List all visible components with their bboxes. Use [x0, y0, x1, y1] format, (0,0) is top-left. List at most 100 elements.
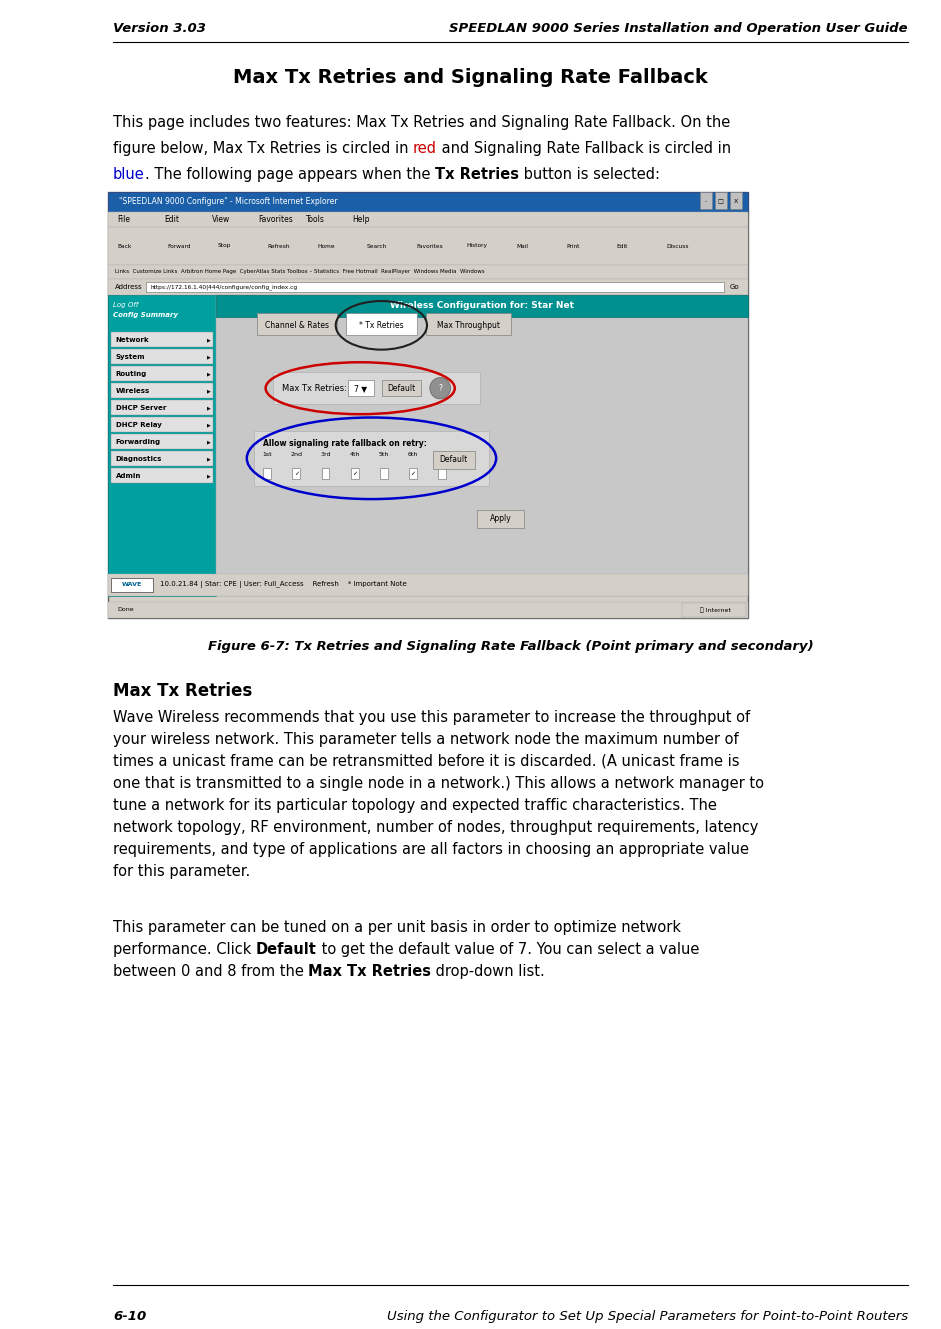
- Text: Favorites: Favorites: [417, 243, 443, 249]
- Text: Default: Default: [388, 384, 416, 393]
- FancyBboxPatch shape: [273, 372, 480, 404]
- Text: Refresh: Refresh: [267, 243, 290, 249]
- Text: WAVE: WAVE: [122, 582, 142, 587]
- Text: figure below, Max Tx Retries is circled in: figure below, Max Tx Retries is circled …: [113, 141, 413, 155]
- Text: Home: Home: [317, 243, 335, 249]
- Text: 7 ▼: 7 ▼: [354, 384, 367, 393]
- FancyBboxPatch shape: [409, 468, 417, 478]
- FancyBboxPatch shape: [146, 282, 725, 292]
- Text: blue: blue: [113, 167, 145, 182]
- Text: ▶: ▶: [207, 439, 211, 444]
- Text: ?: ?: [439, 384, 442, 393]
- Text: DHCP Relay: DHCP Relay: [116, 421, 162, 428]
- FancyBboxPatch shape: [111, 332, 214, 347]
- Text: Diagnostics: Diagnostics: [116, 456, 162, 461]
- Text: 10.0.21.84 | Star: CPE | User: Full_Access    Refresh    * Important Note: 10.0.21.84 | Star: CPE | User: Full_Acce…: [160, 582, 407, 589]
- Text: Search: Search: [367, 243, 387, 249]
- FancyBboxPatch shape: [700, 193, 712, 210]
- Text: Routing: Routing: [116, 371, 147, 376]
- FancyBboxPatch shape: [715, 193, 727, 210]
- FancyBboxPatch shape: [382, 380, 422, 396]
- Text: https://172.16.1.40|444/configure/config_index.cg: https://172.16.1.40|444/configure/config…: [151, 284, 297, 290]
- Text: for this parameter.: for this parameter.: [113, 864, 250, 878]
- Text: Back: Back: [118, 243, 132, 249]
- FancyBboxPatch shape: [108, 227, 748, 264]
- Text: Max Tx Retries and Signaling Rate Fallback: Max Tx Retries and Signaling Rate Fallba…: [232, 68, 708, 86]
- Text: Wireless Configuration for: Star Net: Wireless Configuration for: Star Net: [391, 302, 574, 311]
- FancyBboxPatch shape: [682, 603, 746, 617]
- Text: Default: Default: [439, 456, 468, 464]
- Text: and Signaling Rate Fallback is circled in: and Signaling Rate Fallback is circled i…: [437, 141, 731, 155]
- Text: System: System: [116, 354, 145, 360]
- Text: ▶: ▶: [207, 355, 211, 359]
- Text: Links  Customize Links  Arbitron Home Page  CyberAtlas Stats Toolbox – Statistic: Links Customize Links Arbitron Home Page…: [115, 270, 485, 275]
- Text: This parameter can be tuned on a per unit basis in order to optimize network: This parameter can be tuned on a per uni…: [113, 920, 681, 936]
- Text: 🌐 Internet: 🌐 Internet: [699, 607, 730, 613]
- Text: Apply: Apply: [490, 514, 512, 524]
- FancyBboxPatch shape: [108, 213, 748, 227]
- Text: This page includes two features: Max Tx Retries and Signaling Rate Fallback. On : This page includes two features: Max Tx …: [113, 116, 730, 130]
- Text: X: X: [734, 199, 738, 203]
- Text: Log Off: Log Off: [113, 302, 138, 307]
- Text: Stop: Stop: [217, 243, 231, 249]
- Text: ▶: ▶: [207, 388, 211, 393]
- Text: Max Tx Retries:: Max Tx Retries:: [282, 384, 347, 393]
- Text: * Tx Retries: * Tx Retries: [359, 320, 404, 330]
- FancyBboxPatch shape: [216, 295, 748, 595]
- Text: File: File: [118, 215, 131, 225]
- Text: Tools: Tools: [306, 215, 325, 225]
- Ellipse shape: [430, 377, 451, 399]
- Text: Address: Address: [115, 284, 142, 290]
- Text: ✓: ✓: [410, 470, 416, 476]
- Text: Favorites: Favorites: [259, 215, 294, 225]
- Text: -: -: [705, 199, 707, 203]
- Text: Allow signaling rate fallback on retry:: Allow signaling rate fallback on retry:: [263, 439, 427, 448]
- FancyBboxPatch shape: [111, 400, 214, 415]
- Text: Config Summary: Config Summary: [113, 312, 178, 318]
- Text: Edit: Edit: [616, 243, 628, 249]
- FancyBboxPatch shape: [730, 193, 742, 210]
- Text: button is selected:: button is selected:: [518, 167, 660, 182]
- Text: network topology, RF environment, number of nodes, throughput requirements, late: network topology, RF environment, number…: [113, 820, 758, 835]
- Text: Discuss: Discuss: [666, 243, 689, 249]
- Text: Forwarding: Forwarding: [116, 439, 161, 445]
- FancyBboxPatch shape: [346, 314, 417, 335]
- Text: drop-down list.: drop-down list.: [431, 964, 545, 979]
- Text: tune a network for its particular topology and expected traffic characteristics.: tune a network for its particular topolo…: [113, 797, 717, 813]
- FancyBboxPatch shape: [108, 295, 216, 595]
- FancyBboxPatch shape: [263, 468, 271, 478]
- FancyBboxPatch shape: [111, 578, 153, 591]
- Text: Version 3.03: Version 3.03: [113, 23, 206, 35]
- FancyBboxPatch shape: [108, 279, 748, 295]
- Text: times a unicast frame can be retransmitted before it is discarded. (A unicast fr: times a unicast frame can be retransmitt…: [113, 754, 740, 769]
- FancyBboxPatch shape: [108, 191, 748, 213]
- Text: 6th: 6th: [407, 452, 418, 457]
- FancyBboxPatch shape: [254, 431, 489, 486]
- Text: Max Tx Retries: Max Tx Retries: [113, 682, 252, 700]
- FancyBboxPatch shape: [111, 350, 214, 364]
- FancyBboxPatch shape: [111, 383, 214, 399]
- Text: Edit: Edit: [165, 215, 180, 225]
- Text: requirements, and type of applications are all factors in choosing an appropriat: requirements, and type of applications a…: [113, 843, 749, 857]
- FancyBboxPatch shape: [111, 452, 214, 466]
- Text: View: View: [212, 215, 230, 225]
- FancyBboxPatch shape: [439, 468, 446, 478]
- Text: ▶: ▶: [207, 423, 211, 427]
- Text: Max Tx Retries: Max Tx Retries: [309, 964, 431, 979]
- Text: History: History: [467, 243, 487, 249]
- Text: ▶: ▶: [207, 456, 211, 461]
- Text: 4th: 4th: [349, 452, 359, 457]
- Text: Wave Wireless recommends that you use this parameter to increase the throughput : Wave Wireless recommends that you use th…: [113, 710, 750, 726]
- Text: 1st: 1st: [263, 452, 272, 457]
- Text: 5th: 5th: [378, 452, 389, 457]
- Text: Print: Print: [566, 243, 580, 249]
- FancyBboxPatch shape: [111, 468, 214, 484]
- Text: 2nd: 2nd: [291, 452, 302, 457]
- FancyBboxPatch shape: [380, 468, 388, 478]
- FancyBboxPatch shape: [477, 510, 524, 528]
- FancyBboxPatch shape: [108, 602, 748, 618]
- FancyBboxPatch shape: [216, 295, 748, 318]
- Text: □: □: [718, 199, 724, 203]
- Text: Channel & Rates: Channel & Rates: [264, 320, 328, 330]
- Text: Max Throughput: Max Throughput: [437, 320, 500, 330]
